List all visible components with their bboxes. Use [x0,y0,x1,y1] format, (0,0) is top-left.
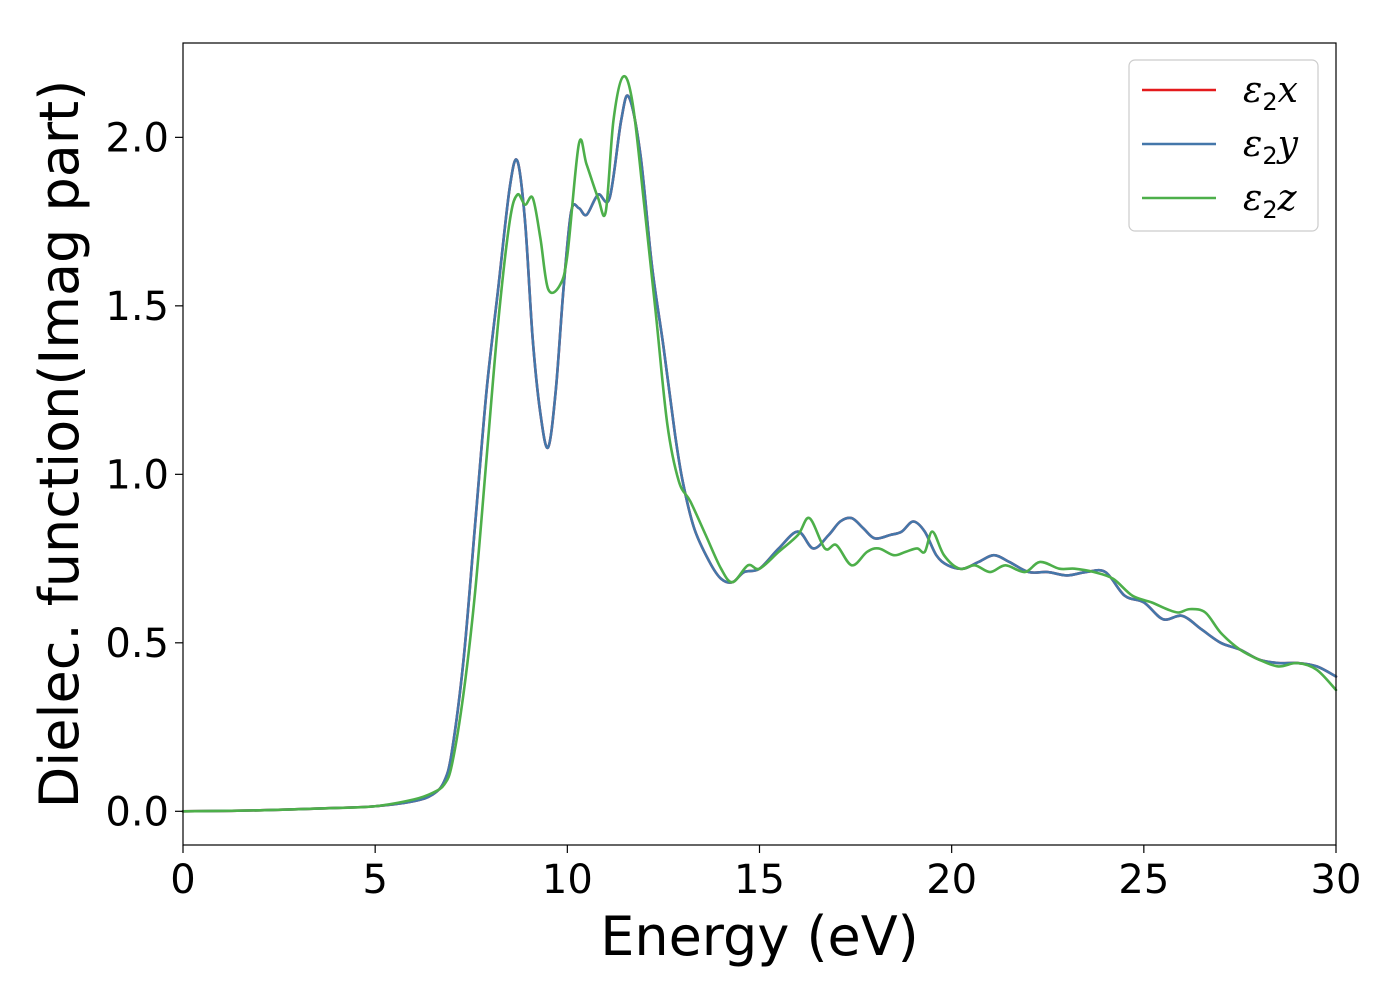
y-tick-label: 1.5 [105,284,169,330]
x-tick-label: 15 [734,857,785,903]
x-axis-ticks: 0 5 10 15 20 25 30 [170,845,1361,903]
y-axis-ticks: 0.0 0.5 1.0 1.5 2.0 [105,115,183,835]
x-tick-label: 25 [1118,857,1169,903]
y-tick-label: 0.0 [105,789,169,835]
y-axis-title: Dielec. function(Imag part) [28,80,91,809]
legend: ε2x ε2y ε2z [1128,59,1319,232]
y-tick-label: 1.0 [105,452,169,498]
legend-label-y: ε2y [1243,124,1299,170]
x-tick-label: 20 [926,857,977,903]
series-line-z [181,74,1338,813]
series-line-y [181,94,1338,813]
y-tick-label: 0.5 [105,621,169,667]
legend-label-z: ε2z [1243,178,1298,224]
legend-box [1128,59,1319,232]
x-axis-title: Energy (eV) [600,905,919,968]
x-tick-label: 0 [170,857,195,903]
x-tick-label: 30 [1311,857,1362,903]
x-tick-label: 5 [362,857,387,903]
series-lines [181,74,1338,813]
x-tick-label: 10 [542,857,593,903]
y-tick-label: 2.0 [105,115,169,161]
legend-label-x: ε2x [1243,70,1298,116]
